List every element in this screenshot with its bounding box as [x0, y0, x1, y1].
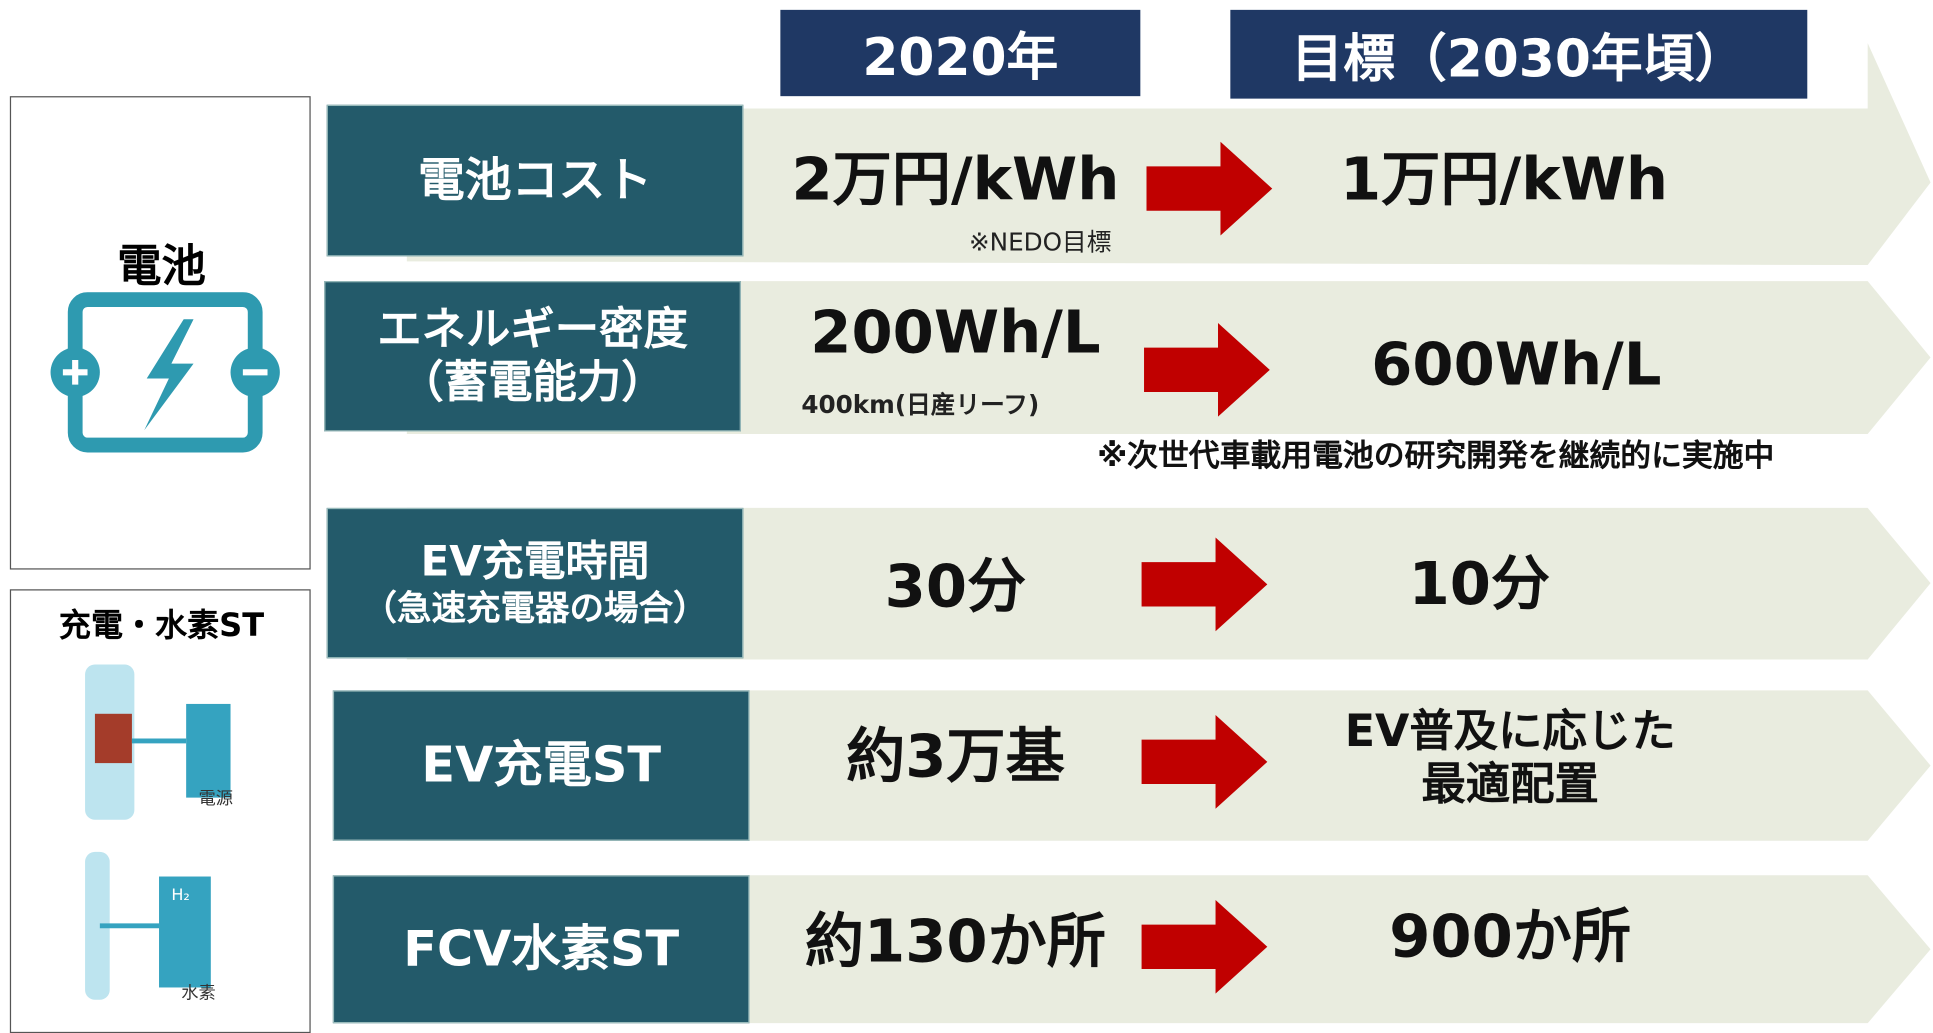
- target-line: 1万円/kWh: [1340, 145, 1668, 215]
- row-label-line: エネルギー密度: [377, 304, 688, 355]
- arrows: [1141, 141, 1273, 994]
- station-icons: [85, 664, 231, 1000]
- h2-label: H₂: [171, 886, 190, 905]
- red-arrow: [1141, 715, 1268, 809]
- target-value: EV普及に応じた 最適配置: [1282, 705, 1738, 811]
- current-value: 200Wh/L: [810, 298, 1101, 368]
- target-line: EV普及に応じた: [1344, 706, 1676, 757]
- red-arrow: [1144, 322, 1270, 417]
- battery-title: 電池: [117, 241, 206, 293]
- station-title: 充電・水素ST: [58, 607, 265, 645]
- column-header: 2020年: [780, 9, 1141, 97]
- row-label: エネルギー密度 （蓄電能力）: [324, 281, 741, 432]
- power-label: 電源: [198, 788, 233, 809]
- column-header: 目標（2030年頃）: [1230, 9, 1808, 99]
- target-value: 1万円/kWh: [1282, 145, 1726, 216]
- red-arrow: [1141, 537, 1268, 632]
- row-label: EV充電ST: [332, 690, 750, 841]
- row-label-line: FCV水素ST: [403, 920, 680, 978]
- battery-panel: 電池: [9, 96, 311, 570]
- row-label-line: EV充電ST: [421, 737, 662, 794]
- target-line: 10分: [1408, 549, 1551, 619]
- current-value: 30分: [884, 552, 1027, 622]
- footnote: ※次世代車載用電池の研究開発を継続的に実施中: [1097, 437, 1775, 474]
- target-value: 900か所: [1282, 902, 1738, 973]
- current-value: 2万円/kWh: [791, 145, 1120, 215]
- current-note: 400km(日産リーフ): [801, 389, 1040, 420]
- current-value: 約130か所: [804, 907, 1106, 977]
- row-label-line: 電池コスト: [417, 152, 653, 207]
- battery-icon: [50, 292, 280, 453]
- station-panel: 充電・水素ST 電源 H₂ 水素: [9, 589, 311, 1033]
- row-label: FCV水素ST: [332, 875, 750, 1024]
- row-label: 電池コスト: [326, 104, 744, 257]
- target-line: 600Wh/L: [1371, 330, 1662, 400]
- red-arrow: [1141, 899, 1268, 994]
- current-value: 約3万基: [846, 722, 1065, 792]
- row-label: EV充電時間 （急速充電器の場合）: [326, 507, 744, 659]
- row-band: [406, 43, 1931, 266]
- hydrogen-label: 水素: [181, 983, 216, 1004]
- row-label-line: （蓄電能力）: [399, 357, 666, 409]
- target-line: 900か所: [1389, 902, 1632, 972]
- current-note: ※NEDO目標: [968, 226, 1112, 257]
- target-value: 600Wh/L: [1294, 330, 1738, 401]
- target-value: 10分: [1257, 550, 1701, 621]
- red-arrow: [1146, 141, 1273, 236]
- row-label-line: （急速充電器の場合）: [362, 587, 708, 629]
- row-label-line: EV充電時間: [420, 537, 650, 587]
- target-line: 最適配置: [1421, 759, 1599, 811]
